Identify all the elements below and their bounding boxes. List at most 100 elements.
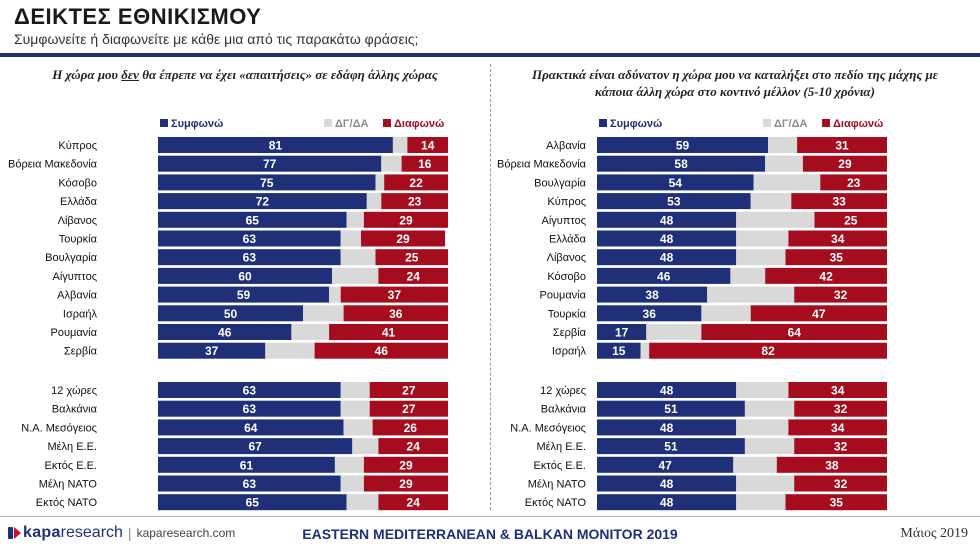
page-title: ΔΕΙΚΤΕΣ ΕΘΝΙΚΙΣΜΟΥ <box>14 4 262 29</box>
left-group-bar-disagree <box>363 456 448 473</box>
left-country-bar-neutral <box>265 342 315 359</box>
left-group-category-label: Βαλκάνια <box>52 404 98 416</box>
left-country-bar-agree <box>158 174 376 191</box>
right-country-bar-disagree <box>802 155 887 172</box>
right-group-bar-agree <box>597 438 745 455</box>
right-group-value-disagree: 34 <box>831 384 845 398</box>
left-country-category-label: Τουρκία <box>59 234 98 246</box>
left-country-bar-disagree <box>363 211 448 228</box>
left-country-value-disagree: 46 <box>375 344 389 358</box>
right-group-category-label: Βαλκάνια <box>541 404 587 416</box>
left-group-value-agree: 65 <box>246 496 260 510</box>
right-country-bar-disagree <box>785 249 887 266</box>
left-chart: Συμφωνώ ΔΓ/ΔΑ Διαφωνώ Κύπρος 81 14 Βόρεια Μακε… <box>8 118 448 511</box>
right-country-value-disagree: 35 <box>830 251 844 265</box>
right-country-value-disagree: 64 <box>788 326 802 340</box>
left-legend-swatch-disagree <box>383 119 391 127</box>
right-group-bar-neutral <box>736 475 795 492</box>
left-group-value-disagree: 29 <box>399 458 413 472</box>
right-group-bar-agree <box>597 494 737 511</box>
left-country-bar-agree <box>158 286 330 303</box>
right-country-category-label: Τουρκία <box>548 308 587 320</box>
right-country-bar-neutral <box>640 342 650 359</box>
left-group-bar-agree <box>158 494 347 511</box>
left-country-bar-agree <box>158 137 393 153</box>
right-country-bar-neutral <box>736 249 786 266</box>
right-country-category-label: Βουλγαρία <box>534 177 587 189</box>
right-group-bar-disagree <box>788 382 887 398</box>
right-group-bar-neutral <box>733 456 777 473</box>
left-country-bar-neutral <box>346 211 364 228</box>
left-country-bar-disagree <box>384 174 448 191</box>
left-country-bar-disagree <box>407 137 448 153</box>
right-country-value-agree: 54 <box>669 176 683 190</box>
right-country-value-agree: 38 <box>645 288 659 302</box>
right-legend-label-disagree: Διαφωνώ <box>833 118 883 130</box>
left-group-value-disagree: 27 <box>402 384 416 398</box>
left-group-bar-agree <box>158 382 341 398</box>
left-country-category-label: Κόσοβο <box>58 177 97 189</box>
right-country-value-agree: 48 <box>660 251 674 265</box>
right-country-bar-neutral <box>736 230 789 247</box>
right-group-category-label: Ν.Α. Μεσόγειος <box>510 422 586 434</box>
left-country-value-agree: 63 <box>243 251 257 265</box>
left-country-bar-agree <box>158 342 266 359</box>
left-country-value-disagree: 29 <box>396 232 410 246</box>
right-group-bar-agree <box>597 400 745 417</box>
right-country-value-agree: 46 <box>657 269 671 283</box>
right-country-category-label: Ισραήλ <box>552 346 587 358</box>
right-group-bar-disagree <box>794 475 887 492</box>
left-group-bar-agree <box>158 400 341 417</box>
left-legend-label-disagree: Διαφωνώ <box>394 118 444 130</box>
right-group-value-disagree: 34 <box>831 421 845 435</box>
left-group-value-agree: 63 <box>243 477 257 491</box>
right-country-category-label: Λίβανος <box>547 252 586 264</box>
left-group-bar-neutral <box>352 438 379 455</box>
left-group-bar-neutral <box>340 475 364 492</box>
right-group-category-label: Μέλη ΝΑΤΟ <box>528 479 587 491</box>
left-country-bar-neutral <box>303 305 344 322</box>
right-country-bar-neutral <box>707 286 795 303</box>
right-legend-swatch-neutral <box>763 119 771 127</box>
left-group-category-label: Μέλη Ε.Ε. <box>47 441 97 453</box>
right-group-bar-disagree <box>788 419 887 436</box>
right-country-bar-disagree <box>820 174 887 191</box>
left-country-value-disagree: 29 <box>399 213 413 227</box>
right-group-bar-disagree <box>785 494 887 511</box>
left-group-bar-agree <box>158 475 341 492</box>
right-group-bar-disagree <box>776 456 887 473</box>
left-country-bar-disagree <box>343 305 448 322</box>
right-country-bar-disagree <box>701 324 887 340</box>
left-country-bar-agree <box>158 324 292 340</box>
right-group-bar-agree <box>597 382 737 398</box>
right-country-bar-neutral <box>768 137 798 153</box>
kapa-logo-icon <box>8 525 21 541</box>
left-group-category-label: Μέλη ΝΑΤΟ <box>39 479 98 491</box>
right-country-value-disagree: 31 <box>835 139 849 153</box>
right-country-bar-neutral <box>646 324 702 340</box>
left-country-value-agree: 77 <box>263 157 277 171</box>
title-rule <box>0 53 980 57</box>
left-country-bar-agree <box>158 155 382 172</box>
right-group-value-agree: 51 <box>664 440 678 454</box>
right-group-category-label: Εκτός Ε.Ε. <box>534 460 586 472</box>
left-country-bar-agree <box>158 193 367 210</box>
right-country-bar-disagree <box>794 286 887 303</box>
left-country-bar-agree <box>158 211 347 228</box>
left-country-value-disagree: 36 <box>389 307 403 321</box>
right-country-value-disagree: 47 <box>812 307 826 321</box>
left-legend-label-agree: Συμφωνώ <box>171 118 223 130</box>
right-country-value-agree: 48 <box>660 232 674 246</box>
right-group-category-label: Μέλη Ε.Ε. <box>536 441 586 453</box>
left-group-bar-disagree <box>378 494 448 511</box>
right-country-bar-neutral <box>736 211 815 228</box>
left-country-value-disagree: 25 <box>405 251 419 265</box>
left-country-category-label: Λίβανος <box>58 215 97 227</box>
left-country-value-agree: 46 <box>218 326 232 340</box>
right-group-bar-neutral <box>736 494 786 511</box>
right-country-bar-agree <box>597 267 731 284</box>
right-country-bar-disagree <box>814 211 887 228</box>
right-country-bar-neutral <box>750 193 792 210</box>
logo-separator: | <box>127 525 132 541</box>
right-country-bar-disagree <box>765 267 887 284</box>
